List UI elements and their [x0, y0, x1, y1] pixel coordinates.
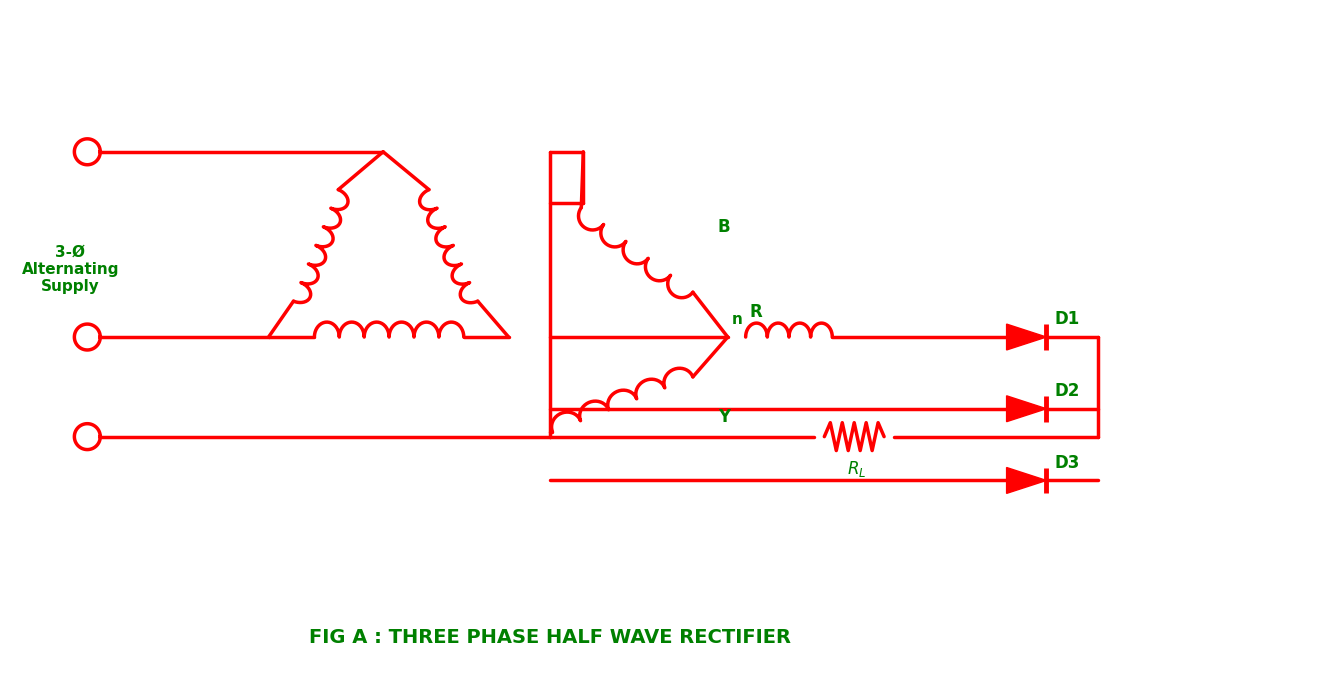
Text: D3: D3	[1054, 453, 1079, 471]
Polygon shape	[1007, 395, 1046, 422]
Text: $R_L$: $R_L$	[846, 459, 866, 479]
Polygon shape	[1007, 468, 1046, 493]
Text: n: n	[731, 311, 742, 327]
Text: 3-Ø
Alternating
Supply: 3-Ø Alternating Supply	[21, 245, 119, 294]
Text: R: R	[749, 303, 762, 321]
Text: D1: D1	[1054, 310, 1079, 328]
Text: Y: Y	[718, 408, 730, 426]
Text: FIG A : THREE PHASE HALF WAVE RECTIFIER: FIG A : THREE PHASE HALF WAVE RECTIFIER	[310, 628, 791, 647]
Text: D2: D2	[1054, 382, 1079, 400]
Polygon shape	[1007, 324, 1046, 350]
Text: B: B	[718, 218, 730, 236]
